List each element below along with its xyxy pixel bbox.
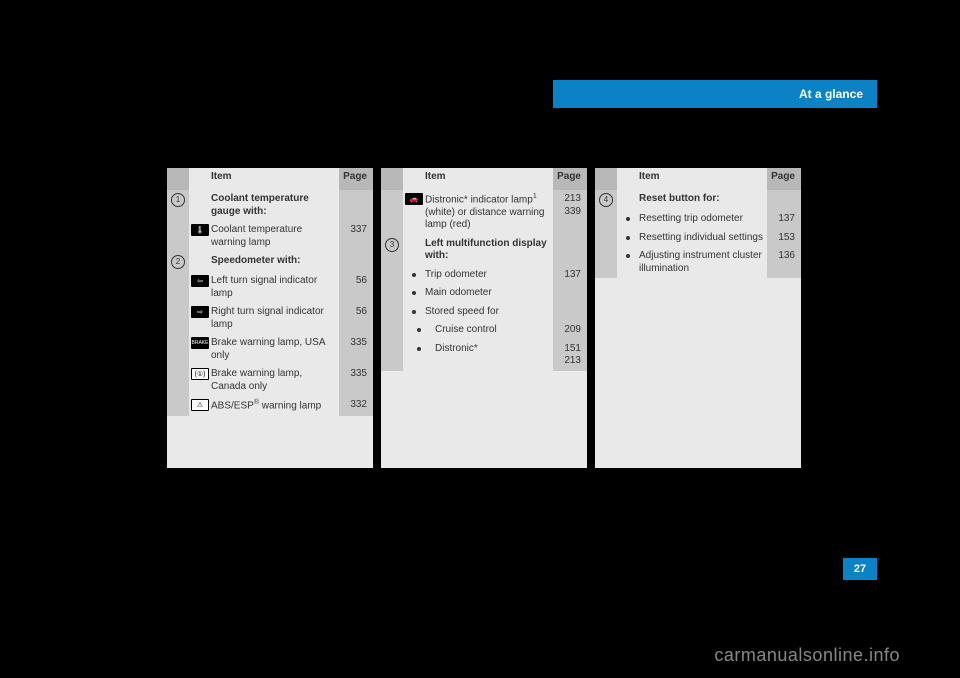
- table-row: (①)Brake warning lamp, Canada only335: [167, 365, 373, 396]
- item-text: Resetting trip odometer: [639, 210, 767, 229]
- item-text: Adjusting instrument cluster illuminatio…: [639, 247, 767, 278]
- bullet-icon: [412, 310, 416, 314]
- table-row: 4 Reset button for:: [595, 190, 801, 210]
- header-band: At a glance: [553, 80, 877, 108]
- panel-3: Item Page 4 Reset button for:Resetting tr…: [595, 168, 801, 468]
- table-row: Main odometer: [381, 284, 587, 303]
- brake-icon: BRAKE: [191, 337, 209, 349]
- item-page: [339, 252, 373, 272]
- header-title: At a glance: [799, 87, 863, 101]
- table-row: Resetting individual settings153: [595, 229, 801, 248]
- item-text: Stored speed for: [425, 303, 553, 322]
- item-page: 335: [339, 334, 373, 365]
- col2-header: Item Page: [381, 168, 587, 190]
- car-icon: 🚗: [405, 193, 423, 205]
- table-row: ⚠ABS/ESP® warning lamp332: [167, 396, 373, 416]
- table-row: Distronic*151213: [381, 340, 587, 371]
- item-number: 4: [599, 193, 613, 207]
- col1-header: Item Page: [167, 168, 373, 190]
- panel-1: Item Page 1 Coolant temperature gauge wit…: [167, 168, 373, 468]
- table-row: ⇦Left turn signal indicator lamp56: [167, 272, 373, 303]
- item-page: [553, 284, 587, 303]
- item-page: [339, 190, 373, 221]
- item-text: ABS/ESP® warning lamp: [211, 396, 339, 416]
- panel-2: Item Page 🚗Distronic* indicator lamp1 (w…: [381, 168, 587, 468]
- content-columns: Item Page 1 Coolant temperature gauge wit…: [167, 168, 801, 468]
- col3-header-page: Page: [767, 168, 801, 190]
- item-page: 209: [553, 321, 587, 340]
- bullet-icon: [417, 347, 421, 351]
- item-page: [767, 190, 801, 210]
- item-page: 56: [339, 272, 373, 303]
- item-text: Left multifunction display with:: [425, 235, 553, 266]
- item-text: Distronic* indicator lamp1 (white) or di…: [425, 190, 553, 235]
- item-text: Left turn signal indicator lamp: [211, 272, 339, 303]
- item-text: Resetting individual settings: [639, 229, 767, 248]
- bullet-icon: [417, 328, 421, 332]
- item-text: Cruise control: [425, 321, 553, 340]
- col2-header-page: Page: [553, 168, 587, 190]
- item-text: Distronic*: [425, 340, 553, 371]
- item-page: 153: [767, 229, 801, 248]
- table-row: BRAKEBrake warning lamp, USA only335: [167, 334, 373, 365]
- table-row: 2 Speedometer with:: [167, 252, 373, 272]
- table-row: Stored speed for: [381, 303, 587, 322]
- col1-header-item: Item: [211, 168, 339, 190]
- item-page: 137: [767, 210, 801, 229]
- item-text: Coolant temperature warning lamp: [211, 221, 339, 252]
- table-row: 🚗Distronic* indicator lamp1 (white) or d…: [381, 190, 587, 235]
- bullet-icon: [626, 254, 630, 258]
- item-text: Trip odometer: [425, 266, 553, 285]
- table-row: Adjusting instrument cluster illuminatio…: [595, 247, 801, 278]
- table-row: 🌡Coolant temperature warning lamp337: [167, 221, 373, 252]
- col1-header-page: Page: [339, 168, 373, 190]
- item-text: Brake warning lamp, Canada only: [211, 365, 339, 396]
- table-row: 3 Left multifunction display with:: [381, 235, 587, 266]
- item-page: 136: [767, 247, 801, 278]
- item-page: [553, 303, 587, 322]
- item-text: Speedometer with:: [211, 252, 339, 272]
- item-page: 337: [339, 221, 373, 252]
- item-page: 137: [553, 266, 587, 285]
- item-page: 151213: [553, 340, 587, 371]
- watermark: carmanualsonline.info: [714, 645, 900, 666]
- table-row: 1 Coolant temperature gauge with:: [167, 190, 373, 221]
- item-page: [553, 235, 587, 266]
- item-text: Coolant temperature gauge with:: [211, 190, 339, 221]
- item-text: Main odometer: [425, 284, 553, 303]
- bullet-icon: [626, 217, 630, 221]
- bullet-icon: [626, 236, 630, 240]
- bullet-icon: [412, 291, 416, 295]
- table-row: ⇨Right turn signal indicator lamp56: [167, 303, 373, 334]
- table-row: Cruise control209: [381, 321, 587, 340]
- abs-icon: ⚠: [191, 399, 209, 411]
- item-text: Reset button for:: [639, 190, 767, 210]
- col2-header-item: Item: [425, 168, 553, 190]
- col3-header: Item Page: [595, 168, 801, 190]
- table-row: Resetting trip odometer137: [595, 210, 801, 229]
- col3-header-item: Item: [639, 168, 767, 190]
- item-text: Right turn signal indicator lamp: [211, 303, 339, 334]
- left-icon: ⇦: [191, 275, 209, 287]
- page-number: 27: [843, 558, 877, 580]
- item-text: Brake warning lamp, USA only: [211, 334, 339, 365]
- bullet-icon: [412, 273, 416, 277]
- item-page: 56: [339, 303, 373, 334]
- item-number: 2: [171, 255, 185, 269]
- brakeca-icon: (①): [191, 368, 209, 380]
- item-page: 213339: [553, 190, 587, 235]
- temp-icon: 🌡: [191, 224, 209, 236]
- item-page: 332: [339, 396, 373, 416]
- item-number: 1: [171, 193, 185, 207]
- item-page: 335: [339, 365, 373, 396]
- right-icon: ⇨: [191, 306, 209, 318]
- item-number: 3: [385, 238, 399, 252]
- table-row: Trip odometer137: [381, 266, 587, 285]
